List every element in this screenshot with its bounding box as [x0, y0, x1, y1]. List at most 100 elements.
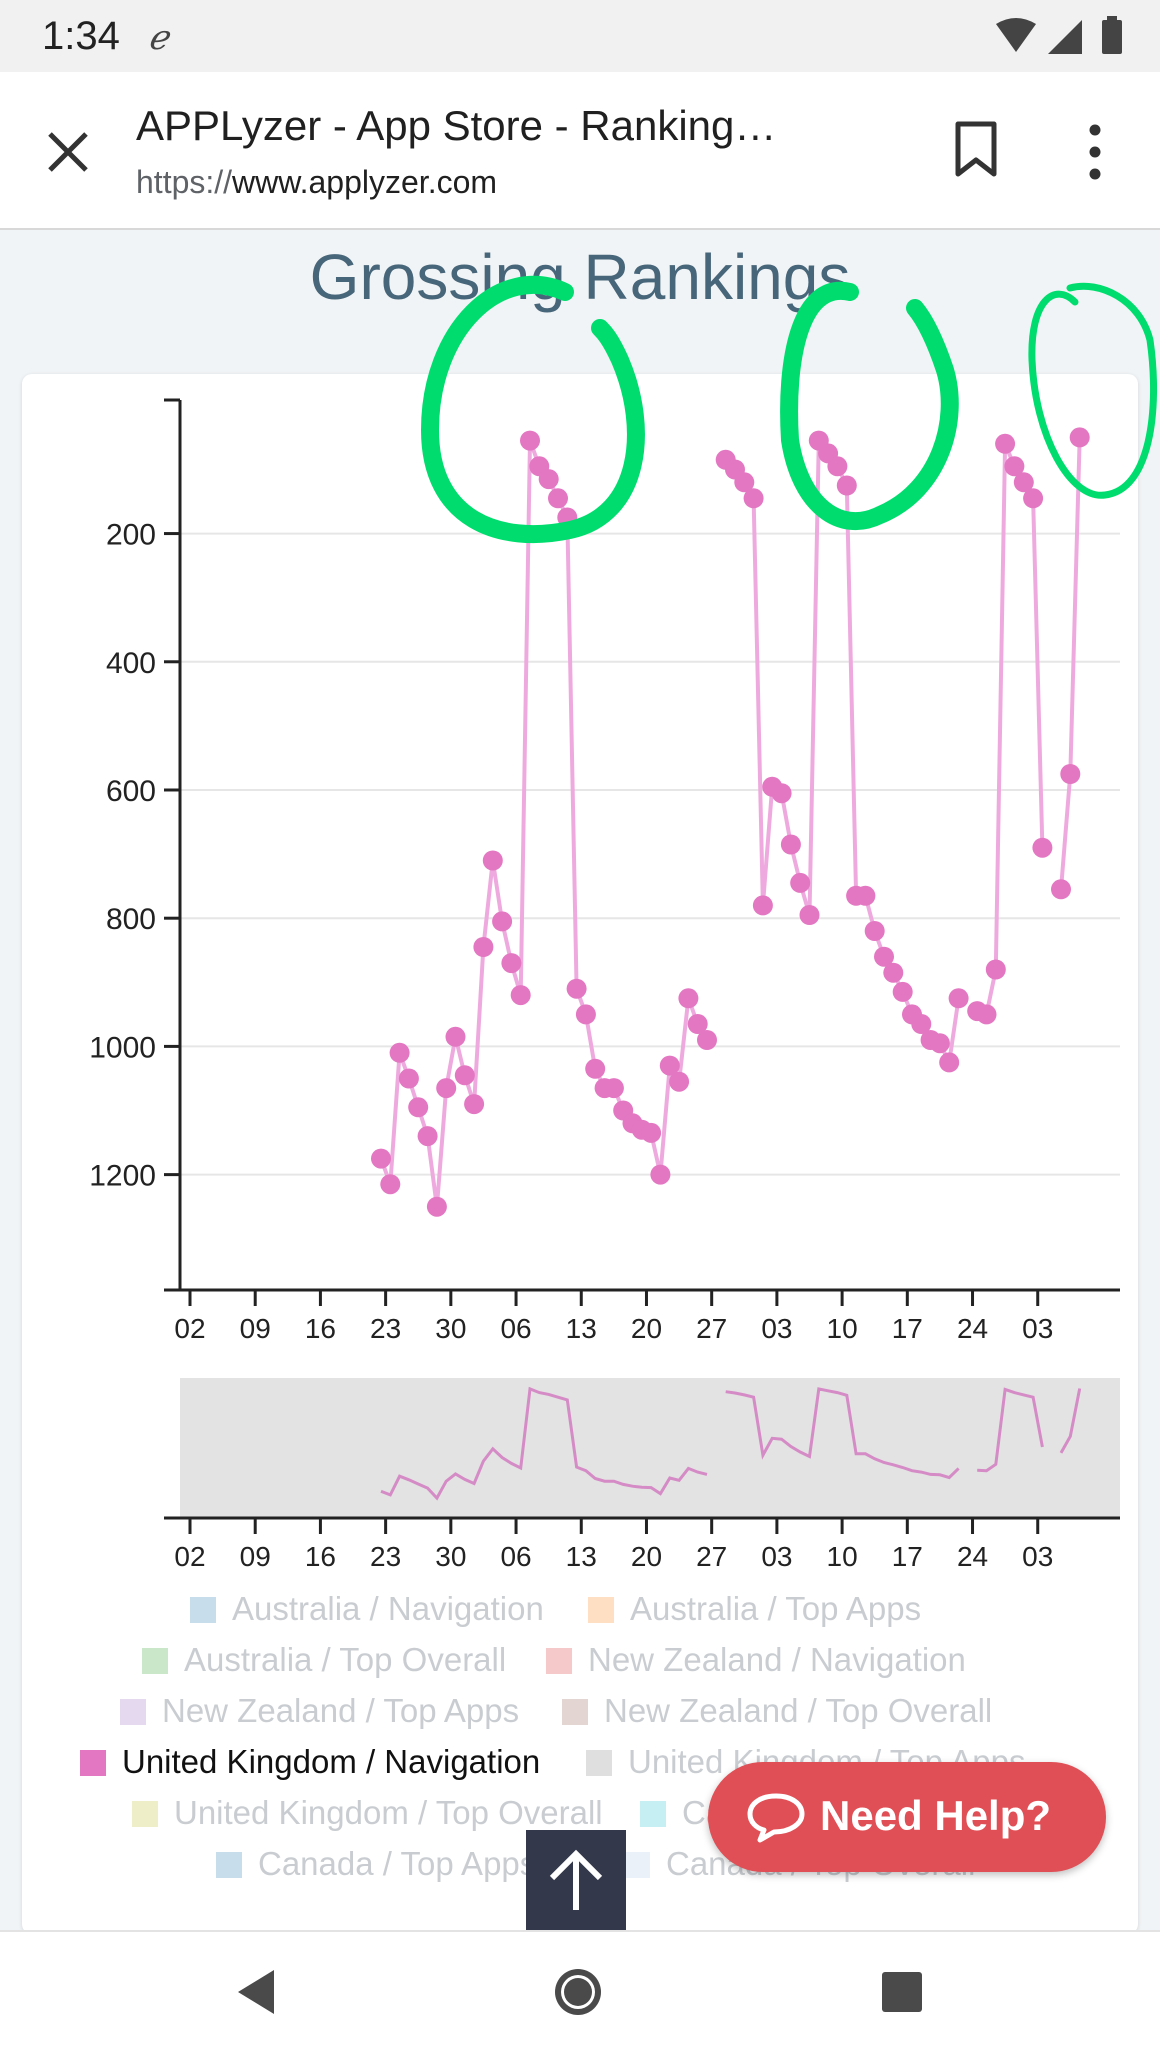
legend-label: United Kingdom / Top Overall	[174, 1794, 603, 1831]
x-tick-label: 30	[435, 1313, 466, 1344]
legend-item[interactable]: Australia / Navigation	[190, 1590, 544, 1628]
navigator-selection	[180, 1378, 1120, 1518]
notification-icon: ℯ	[148, 19, 169, 57]
battery-icon	[1102, 20, 1122, 54]
data-point	[734, 472, 755, 493]
legend-item[interactable]: Australia / Top Apps	[588, 1590, 921, 1628]
wifi-icon	[996, 18, 1036, 52]
x-tick-label: 03	[1022, 1313, 1053, 1344]
data-point	[464, 1094, 485, 1115]
legend-label: New Zealand / Top Apps	[162, 1692, 520, 1729]
data-point	[1069, 427, 1090, 448]
data-point	[939, 1052, 960, 1073]
data-point	[743, 488, 764, 509]
y-tick-label: 200	[106, 519, 156, 552]
data-point	[659, 1055, 680, 1076]
data-point	[575, 1004, 596, 1025]
legend-item[interactable]: Canada / Top Apps	[216, 1845, 536, 1883]
legend-item[interactable]: United Kingdom / Navigation	[80, 1743, 540, 1781]
more-options-icon[interactable]	[1080, 120, 1110, 184]
legend-label: Australia / Navigation	[232, 1590, 544, 1627]
x-tick-label-navigator: 03	[761, 1541, 792, 1572]
x-tick-label-navigator: 16	[305, 1541, 336, 1572]
legend-swatch	[640, 1801, 666, 1827]
legend-label: Canada / Top Apps	[258, 1845, 537, 1882]
legend-swatch	[588, 1597, 614, 1623]
home-icon[interactable]	[548, 1962, 608, 2022]
scroll-to-top-button[interactable]	[526, 1830, 626, 1930]
data-point	[976, 1004, 997, 1025]
legend-label: New Zealand / Top Overall	[604, 1692, 993, 1729]
navigator-line	[1059, 1388, 1082, 1454]
data-point	[1004, 456, 1025, 477]
legend-item[interactable]: New Zealand / Navigation	[546, 1641, 966, 1679]
legend-swatch	[190, 1597, 216, 1623]
data-point	[855, 885, 876, 906]
x-tick-label: 23	[370, 1313, 401, 1344]
x-tick-label: 17	[892, 1313, 923, 1344]
legend-label: United Kingdom / Navigation	[122, 1743, 541, 1780]
data-point	[501, 953, 522, 974]
data-point	[948, 988, 969, 1009]
legend-label: Australia / Top Apps	[630, 1590, 922, 1627]
legend-item[interactable]: United Kingdom / Top Overall	[132, 1794, 603, 1832]
browser-toolbar: APPLyzer - App Store - Ranking… https://…	[0, 72, 1160, 230]
data-point	[883, 962, 904, 983]
data-point	[911, 1014, 932, 1034]
data-point	[752, 895, 773, 916]
x-tick-label: 02	[174, 1313, 205, 1344]
need-help-button[interactable]: Need Help?	[708, 1762, 1106, 1872]
data-point	[417, 1126, 438, 1147]
legend-label: Australia / Top Overall	[184, 1641, 507, 1678]
annotation-circle-3	[1028, 282, 1157, 499]
need-help-label: Need Help?	[820, 1792, 1052, 1839]
data-point	[864, 921, 885, 941]
x-tick-label: 20	[631, 1313, 662, 1344]
x-tick-label-navigator: 09	[240, 1541, 271, 1572]
data-point	[697, 1030, 717, 1050]
x-tick-label: 10	[827, 1313, 858, 1344]
data-point	[445, 1026, 466, 1047]
data-point	[389, 1042, 410, 1063]
x-tick-label-navigator: 27	[696, 1541, 727, 1572]
annotation-circle-2	[780, 281, 959, 531]
ranking-chart[interactable]: 200 400 600 800 1000 1200 02 09 16 23 30 06 13 20 27 03…	[22, 374, 1138, 1934]
data-point	[687, 1014, 708, 1034]
annotation-circle-1	[420, 275, 645, 544]
url-display[interactable]: https://www.applyzer.com	[136, 164, 497, 201]
legend-item[interactable]: New Zealand / Top Apps	[120, 1692, 519, 1730]
y-tick-label: 1000	[89, 1031, 156, 1064]
x-tick-label-navigator: 23	[370, 1541, 401, 1572]
data-point	[790, 872, 811, 893]
data-point	[836, 475, 857, 496]
status-icons	[996, 16, 1122, 54]
legend-item[interactable]: New Zealand / Top Overall	[562, 1692, 992, 1730]
data-point	[892, 981, 913, 1002]
legend-swatch	[586, 1750, 612, 1776]
back-icon[interactable]	[226, 1962, 286, 2022]
x-tick-label-navigator: 24	[957, 1541, 988, 1572]
data-point	[985, 959, 1006, 980]
data-point	[780, 834, 801, 855]
x-tick-label-navigator: 30	[435, 1541, 466, 1572]
x-tick-label: 16	[305, 1313, 336, 1344]
x-tick-label-navigator: 13	[566, 1541, 597, 1572]
url-host: www.applyzer.com	[232, 164, 498, 200]
bookmark-icon[interactable]	[950, 120, 1002, 180]
legend-swatch	[80, 1750, 106, 1776]
y-tick-label: 400	[106, 647, 156, 680]
data-point	[538, 469, 559, 490]
data-point	[771, 783, 792, 804]
x-tick-label: 13	[566, 1313, 597, 1344]
legend-swatch	[624, 1852, 650, 1878]
navigator-line	[977, 1387, 1044, 1473]
legend-item[interactable]: Australia / Top Overall	[142, 1641, 506, 1679]
legend-swatch	[120, 1699, 146, 1725]
recents-icon[interactable]	[872, 1962, 932, 2022]
close-icon[interactable]	[40, 124, 96, 180]
legend-label: New Zealand / Navigation	[588, 1641, 966, 1678]
data-point	[426, 1196, 447, 1217]
data-point	[650, 1164, 671, 1185]
status-bar: 1:34 ℯ	[0, 0, 1160, 72]
data-point	[473, 937, 494, 957]
